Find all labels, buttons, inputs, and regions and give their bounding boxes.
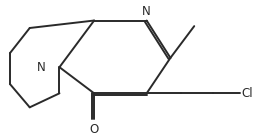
Text: N: N (37, 61, 46, 74)
Text: Cl: Cl (242, 87, 253, 100)
Text: N: N (142, 5, 151, 18)
Text: O: O (90, 123, 99, 136)
